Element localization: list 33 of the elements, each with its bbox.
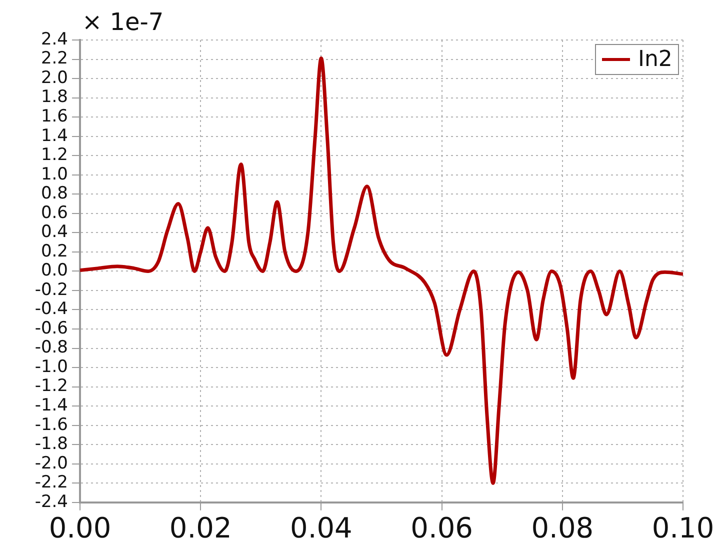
y-tick-label: -1.8 — [34, 434, 68, 454]
text: × 1e-7 — [82, 8, 164, 36]
y-tick-label: 0.0 — [40, 260, 68, 281]
y-tick-label: -1.4 — [34, 395, 68, 416]
y-tick-label: -0.8 — [34, 338, 68, 358]
legend-label: In2 — [638, 47, 672, 72]
y-tick-label: 0.4 — [40, 222, 68, 242]
y-tick-label: -2.4 — [34, 492, 68, 512]
y-tick-label: -0.2 — [34, 280, 68, 300]
y-tick-label: -0.4 — [34, 299, 68, 320]
y-tick-label: 1.0 — [40, 164, 68, 184]
x-tick-label: 0.08 — [531, 511, 594, 544]
y-tick-label: -1.2 — [34, 376, 68, 396]
x-tick-label: 0.10 — [652, 511, 714, 544]
y-tick-label: 0.6 — [40, 202, 68, 223]
y-tick-label: 2.4 — [40, 29, 68, 50]
y-tick-label: -2.2 — [34, 472, 68, 493]
y-tick-label: -2.0 — [34, 453, 68, 474]
y-tick-label: 2.0 — [40, 68, 68, 88]
x-tick-label: 0.04 — [290, 511, 352, 544]
y-tick-label: -1.6 — [34, 414, 68, 435]
x-tick-label: 0.02 — [169, 511, 232, 544]
y-tick-label: -1.0 — [34, 356, 68, 377]
y-tick-label: 1.6 — [40, 106, 68, 126]
y-tick-label: 1.4 — [40, 126, 68, 146]
y-tick-label: 0.2 — [40, 241, 68, 262]
y-tick-label: 0.8 — [40, 184, 68, 204]
y-tick-label: -0.6 — [34, 318, 68, 338]
y-tick-label: 1.8 — [40, 87, 68, 108]
x-tick-label: 0.00 — [48, 511, 112, 544]
y-tick-label: 1.2 — [40, 145, 68, 166]
x-tick-label: 0.06 — [410, 511, 473, 544]
y-tick-label: 2.2 — [40, 48, 68, 69]
